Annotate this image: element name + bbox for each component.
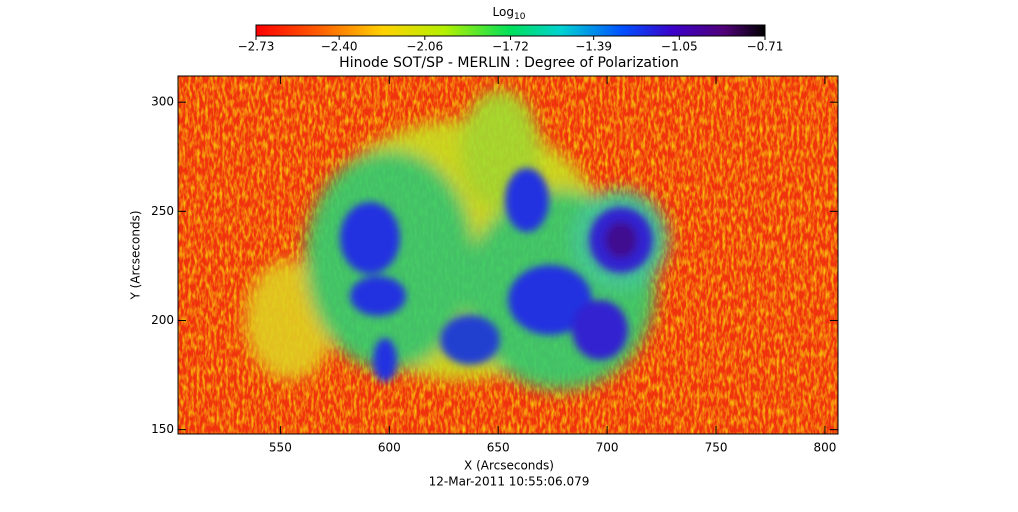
y-tick-label: 150: [151, 422, 174, 436]
colorbar-label-sub: 10: [514, 12, 526, 22]
chart-title: Hinode SOT/SP - MERLIN : Degree of Polar…: [339, 55, 679, 71]
heatmap: [178, 76, 838, 434]
x-axis-label: X (Arcseconds): [464, 459, 554, 473]
colorbar-label: Log10: [493, 5, 526, 22]
y-axis-label: Y (Arcseconds): [129, 210, 143, 300]
footer-date: 12-Mar-2011 10:55:06.079: [429, 475, 590, 489]
colorbar-tick-label: −1.72: [492, 40, 529, 54]
colorbar-tick-label: −2.73: [238, 40, 275, 54]
y-tick-label: 300: [151, 95, 174, 109]
plot-frame: [177, 75, 839, 435]
colorbar-tick-label: −0.71: [747, 40, 784, 54]
x-tick-label: 650: [487, 441, 510, 455]
colorbar-tick-label: −2.06: [406, 40, 443, 54]
x-tick-label: 800: [813, 441, 836, 455]
x-tick-label: 700: [596, 441, 619, 455]
y-tick-label: 250: [151, 204, 174, 218]
x-tick-label: 550: [269, 441, 292, 455]
colorbar-tick-label: −2.40: [321, 40, 358, 54]
colorbar-label-main: Log: [493, 5, 514, 19]
colorbar: [255, 24, 766, 37]
x-tick-label: 750: [705, 441, 728, 455]
y-tick-label: 200: [151, 313, 174, 327]
x-tick-label: 600: [378, 441, 401, 455]
colorbar-tick-label: −1.39: [575, 40, 612, 54]
colorbar-tick-label: −1.05: [661, 40, 698, 54]
